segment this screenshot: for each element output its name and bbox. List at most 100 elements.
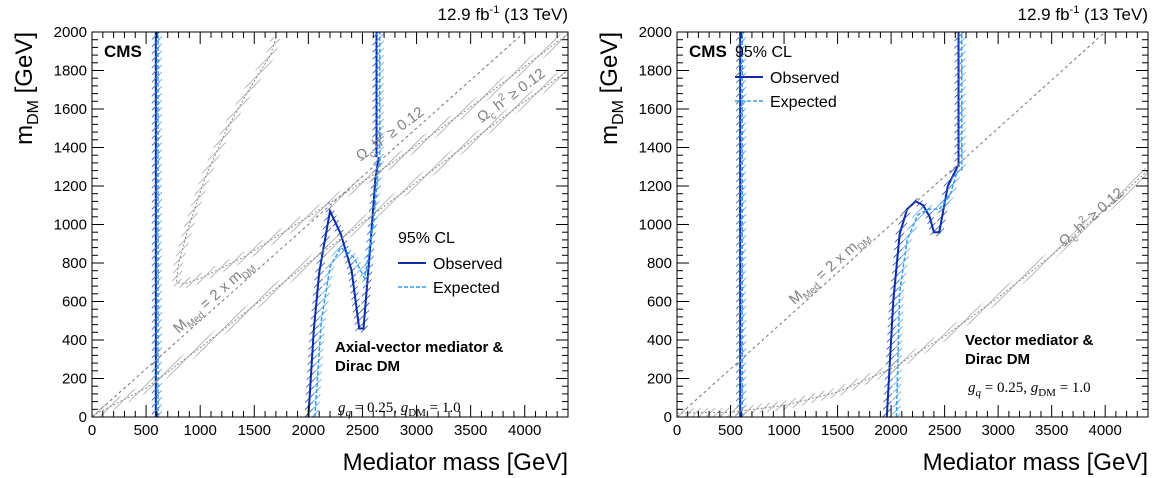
plot-area — [92, 32, 568, 417]
y-tick-label: 1000 — [639, 217, 672, 234]
legend-title: 95% CL — [735, 44, 792, 61]
relic-label-lower-part: c — [488, 110, 499, 122]
x-tick-label: 3000 — [400, 422, 433, 439]
model-label-line2: Dirac DM — [335, 358, 400, 375]
legend-observed-label: Observed — [770, 70, 839, 87]
couplings-label-part: = 1.0 — [1056, 380, 1091, 396]
y-axis-label-part: [GeV] — [11, 32, 38, 100]
legend-observed-label: Observed — [433, 256, 502, 273]
series-c-h-0-12-line — [175, 33, 568, 285]
relic-label-upper: Ωc h2 ≥ 0.12 — [352, 103, 429, 168]
y-tick-label: 1600 — [54, 101, 87, 118]
y-tick-label: 600 — [647, 294, 672, 311]
y-axis-label-part: DM — [610, 100, 627, 125]
x-tick-label: 1000 — [767, 422, 800, 439]
x-tick-label: 3000 — [981, 422, 1014, 439]
lumi-label-part: 12.9 fb — [438, 5, 490, 24]
y-axis-label-part: [GeV] — [596, 32, 623, 100]
x-tick-label: 3500 — [1035, 422, 1068, 439]
lumi-label-part: (13 TeV) — [499, 5, 568, 24]
couplings-label-part: = 1.0 — [426, 400, 461, 416]
right-chart: 0 500 1000 1500 2000 2500 3000 3500 4000 0 200 400 6… — [596, 4, 1149, 476]
y-tick-label: 1800 — [54, 63, 87, 80]
y-tick-label: 1400 — [54, 140, 87, 157]
x-tick-label: 3500 — [454, 422, 487, 439]
series-expected-line — [314, 166, 380, 417]
relic-label-part: c — [1070, 233, 1081, 245]
y-tick-label: 1800 — [639, 63, 672, 80]
lumi-label: 12.9 fb-1 (13 TeV) — [1018, 4, 1148, 24]
relic-label-lower-part: 2 — [497, 91, 508, 103]
lumi-label-part: -1 — [490, 4, 500, 16]
y-tick-label: 200 — [647, 371, 672, 388]
y-tick-label: 2000 — [639, 24, 672, 41]
y-tick-label: 400 — [647, 332, 672, 349]
couplings-label-part: q — [976, 387, 982, 399]
left-chart-panel: 0 500 1000 1500 2000 2500 3000 3500 4000 0 200 400 6… — [0, 0, 578, 478]
couplings-label-part: g — [338, 400, 346, 416]
series-expected-line — [895, 170, 959, 417]
x-tick-label: 500 — [718, 422, 743, 439]
right-chart-panel: 0 500 1000 1500 2000 2500 3000 3500 4000 0 200 400 6… — [585, 0, 1157, 478]
series-c-h-0-12-line — [677, 170, 1148, 414]
y-tick-label: 1200 — [639, 178, 672, 195]
series-observed-line — [885, 166, 959, 417]
y-tick-label: 600 — [62, 294, 87, 311]
y-tick-label: 1000 — [54, 217, 87, 234]
legend-expected-label: Expected — [433, 280, 500, 297]
y-tick-label: 800 — [62, 255, 87, 272]
y-tick-label: 800 — [647, 255, 672, 272]
couplings-label-part: g — [401, 400, 409, 416]
y-tick-label: 0 — [664, 409, 672, 426]
y-tick-label: 2000 — [54, 24, 87, 41]
y-axis-label-part: m — [596, 125, 623, 145]
relic-hatch-band — [92, 66, 568, 417]
model-label-line1: Axial-vector mediator & — [335, 339, 504, 356]
couplings-label-part: q — [346, 407, 352, 419]
left-chart: 0 500 1000 1500 2000 2500 3000 3500 4000 0 200 400 6… — [11, 4, 569, 476]
x-tick-label: 1000 — [183, 422, 216, 439]
diagonal-label: MMed = 2 x mDM — [786, 228, 875, 311]
x-tick-label: 0 — [673, 422, 681, 439]
lumi-label-part: -1 — [1070, 4, 1080, 16]
couplings-label: gq = 0.25, gDM = 1.0 — [968, 380, 1091, 399]
x-tick-label: 2500 — [928, 422, 961, 439]
lumi-label: 12.9 fb-1 (13 TeV) — [438, 4, 568, 24]
relic-label: Ωc h2 ≥ 0.12 — [1055, 184, 1129, 253]
y-axis-label: mDM [GeV] — [11, 32, 42, 145]
y-tick-label: 1600 — [639, 101, 672, 118]
relic-label-part: ≥ 0.12 — [1082, 184, 1128, 227]
couplings-label: gq = 0.25, gDM = 1.0 — [338, 400, 461, 419]
plot-area — [677, 32, 1148, 417]
diagonal-label-part: = 2 x m — [810, 238, 861, 287]
couplings-label-part: DM — [408, 407, 426, 419]
couplings-label-part: DM — [1038, 387, 1056, 399]
lumi-label-part: (13 TeV) — [1079, 5, 1148, 24]
lumi-label-part: 12.9 fb — [1018, 5, 1070, 24]
y-tick-label: 200 — [62, 371, 87, 388]
x-axis-label: Mediator mass [GeV] — [923, 449, 1148, 476]
x-tick-label: 2000 — [874, 422, 907, 439]
x-tick-label: 4000 — [508, 422, 541, 439]
x-tick-label: 1500 — [821, 422, 854, 439]
y-tick-label: 1200 — [54, 178, 87, 195]
cms-label: CMS — [104, 42, 142, 61]
y-axis-label-part: DM — [25, 100, 42, 125]
series-m-med-2-x-m-dm-line — [92, 32, 526, 417]
cms-label: CMS — [689, 42, 727, 61]
couplings-label-part: = 0.25, — [351, 400, 401, 416]
x-tick-label: 1500 — [238, 422, 271, 439]
couplings-label-part: g — [968, 380, 976, 396]
x-tick-label: 500 — [134, 422, 159, 439]
x-tick-label: 2000 — [292, 422, 325, 439]
x-tick-label: 0 — [88, 422, 96, 439]
relic-label-upper-part: 2 — [375, 130, 386, 142]
model-label-line2: Dirac DM — [965, 351, 1030, 368]
x-axis-label: Mediator mass [GeV] — [343, 449, 568, 476]
model-label-line1: Vector mediator & — [965, 332, 1094, 349]
relic-label-part: 2 — [1077, 214, 1089, 226]
y-axis-label-part: m — [11, 125, 38, 145]
x-tick-label: 4000 — [1088, 422, 1121, 439]
x-tick-label: 2500 — [346, 422, 379, 439]
y-axis-label: mDM [GeV] — [596, 32, 627, 145]
